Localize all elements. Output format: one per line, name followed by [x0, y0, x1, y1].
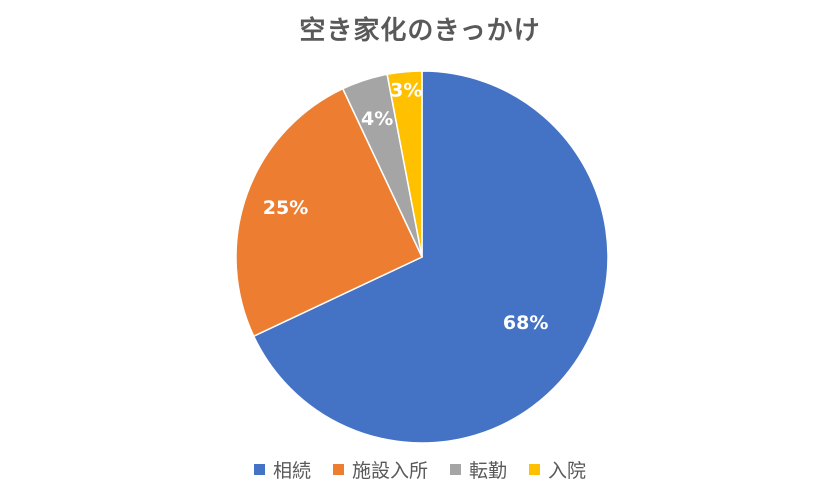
legend-item-shisetsu-nyusho[interactable]: 施設入所 [332, 456, 428, 483]
legend-swatch [450, 464, 461, 475]
legend-item-tenkin[interactable]: 転勤 [450, 456, 507, 483]
pie-slices [235, 70, 609, 444]
data-label-1: 68% [503, 312, 548, 334]
legend-swatch [253, 464, 265, 475]
legend-swatch [332, 464, 344, 475]
pie-labels: 68% 25% 4% 3% [263, 79, 549, 333]
data-label-2: 25% [263, 197, 308, 219]
pie-slice-2[interactable] [235, 87, 423, 338]
legend-item-souzoku[interactable]: 相続 [253, 456, 311, 483]
pie-slice-4[interactable] [386, 70, 423, 258]
legend: 相続 施設入所 転勤 入院 [0, 456, 840, 483]
legend-label: 転勤 [469, 460, 508, 482]
data-label-4: 3% [390, 79, 422, 101]
legend-label: 入院 [548, 460, 587, 482]
data-label-3: 4% [361, 108, 393, 130]
chart-title: 空き家化のきっかけ [299, 16, 541, 46]
legend-swatch [529, 464, 541, 475]
legend-item-nyuin[interactable]: 入院 [529, 456, 586, 483]
legend-label: 相続 [272, 460, 311, 482]
legend-label: 施設入所 [351, 460, 428, 482]
pie-slice-1[interactable] [252, 70, 609, 444]
